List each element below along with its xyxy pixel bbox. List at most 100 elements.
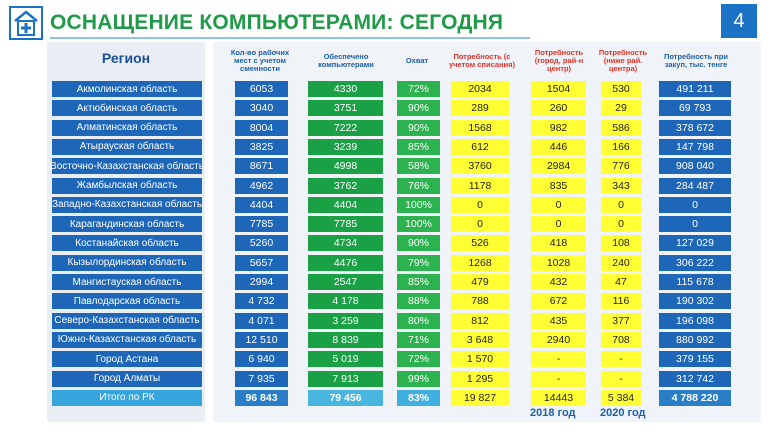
total-need-city-cell: 14443 [531, 389, 586, 406]
coverage-cell: 85% [397, 274, 440, 290]
need-cost-cell: 880 992 [659, 331, 731, 348]
need-city-cell: 418 [531, 235, 586, 252]
total-need-below-cell: 5 384 [601, 389, 641, 406]
provided-cell: 7 913 [308, 370, 383, 387]
need-city-cell: 446 [531, 138, 586, 155]
provided-cell: 4330 [308, 81, 383, 97]
region-cell: Кызылординская область [52, 254, 202, 271]
title-underline [50, 37, 530, 39]
need-cost-cell: 69 793 [659, 100, 731, 117]
workplaces-cell: 3825 [235, 138, 288, 155]
region-cell: Акмолинская область [52, 81, 202, 97]
region-cell: Алматинская область [52, 119, 202, 136]
need-below-cell: 776 [601, 158, 641, 175]
header-provided: Обеспечено компьютерами [318, 52, 374, 69]
workplaces-cell: 4404 [235, 196, 288, 213]
coverage-cell: 99% [397, 370, 440, 387]
coverage-cell: 76% [397, 177, 440, 194]
coverage-cell: 58% [397, 158, 440, 175]
need-writeoff-cell: 479 [451, 274, 509, 290]
region-cell: Жамбылская область [52, 177, 202, 194]
need-cost-cell: 378 672 [659, 119, 731, 136]
need-cost-cell: 312 742 [659, 370, 731, 387]
need-below-cell: 0 [601, 216, 641, 233]
need-writeoff-cell: 1568 [451, 119, 509, 136]
coverage-cell: 88% [397, 293, 440, 310]
coverage-cell: 90% [397, 119, 440, 136]
need-writeoff-cell: 0 [451, 216, 509, 233]
region-cell: Костанайская область [52, 235, 202, 252]
page-number: 4 [721, 4, 757, 38]
need-city-cell: 672 [531, 293, 586, 310]
total-region-cell: Итого по РК [52, 389, 202, 406]
coverage-cell: 90% [397, 100, 440, 117]
region-cell: Город Алматы [52, 370, 202, 387]
workplaces-cell: 8671 [235, 158, 288, 175]
need-below-cell: - [601, 351, 641, 368]
need-writeoff-cell: 526 [451, 235, 509, 252]
region-cell: Западно-Казахстанская область [52, 196, 202, 213]
need-below-cell: 240 [601, 254, 641, 271]
need-city-cell: - [531, 370, 586, 387]
need-city-cell: 432 [531, 274, 586, 290]
region-cell: Северо-Казахстанская область [52, 312, 202, 329]
footer-year-city: 2018 год [530, 407, 576, 419]
need-cost-cell: 379 155 [659, 351, 731, 368]
need-cost-cell: 284 487 [659, 177, 731, 194]
region-cell: Восточно-Казахстанская область [50, 158, 204, 175]
workplaces-cell: 7 935 [235, 370, 288, 387]
workplaces-cell: 8004 [235, 119, 288, 136]
workplaces-cell: 5260 [235, 235, 288, 252]
need-below-cell: 0 [601, 196, 641, 213]
provided-cell: 4734 [308, 235, 383, 252]
need-cost-cell: 127 029 [659, 235, 731, 252]
need-city-cell: 835 [531, 177, 586, 194]
header-need-city: Потребность (город, рай-н центр) [534, 48, 584, 73]
workplaces-cell: 4 071 [235, 312, 288, 329]
need-cost-cell: 196 098 [659, 312, 731, 329]
need-writeoff-cell: 2034 [451, 81, 509, 97]
region-cell: Южно-Казахстанская область [52, 331, 202, 348]
need-below-cell: 47 [601, 274, 641, 290]
need-below-cell: 166 [601, 138, 641, 155]
need-city-cell: 2940 [531, 331, 586, 348]
need-cost-cell: 0 [659, 216, 731, 233]
coverage-cell: 100% [397, 216, 440, 233]
need-city-cell: 2984 [531, 158, 586, 175]
need-below-cell: 29 [601, 100, 641, 117]
need-writeoff-cell: 1268 [451, 254, 509, 271]
workplaces-cell: 2994 [235, 274, 288, 290]
need-cost-cell: 306 222 [659, 254, 731, 271]
header-need-below: Потребность (ниже рай. центра) [598, 48, 648, 73]
total-provided-cell: 79 456 [308, 389, 383, 406]
need-writeoff-cell: 289 [451, 100, 509, 117]
workplaces-cell: 6 940 [235, 351, 288, 368]
workplaces-cell: 3040 [235, 100, 288, 117]
total-need-cost-cell: 4 788 220 [659, 389, 731, 406]
header-workplaces: Кол-во рабочих мест с учетом сменности [230, 48, 290, 73]
need-writeoff-cell: 3 648 [451, 331, 509, 348]
need-cost-cell: 147 798 [659, 138, 731, 155]
need-cost-cell: 908 040 [659, 158, 731, 175]
need-city-cell: 1504 [531, 81, 586, 97]
need-writeoff-cell: 1 295 [451, 370, 509, 387]
provided-cell: 7785 [308, 216, 383, 233]
region-cell: Карагандинская область [52, 216, 202, 233]
need-cost-cell: 0 [659, 196, 731, 213]
provided-cell: 7222 [308, 119, 383, 136]
need-writeoff-cell: 1 570 [451, 351, 509, 368]
need-city-cell: 982 [531, 119, 586, 136]
header-need-writeoff: Потребность (с учетом списания) [448, 52, 516, 69]
need-writeoff-cell: 812 [451, 312, 509, 329]
need-below-cell: 708 [601, 331, 641, 348]
need-writeoff-cell: 0 [451, 196, 509, 213]
total-workplaces-cell: 96 843 [235, 389, 288, 406]
workplaces-cell: 6053 [235, 81, 288, 97]
provided-cell: 4 178 [308, 293, 383, 310]
workplaces-cell: 12 510 [235, 331, 288, 348]
need-below-cell: - [601, 370, 641, 387]
provided-cell: 3239 [308, 138, 383, 155]
need-below-cell: 586 [601, 119, 641, 136]
region-cell: Мангистауская область [52, 274, 202, 290]
coverage-cell: 79% [397, 254, 440, 271]
